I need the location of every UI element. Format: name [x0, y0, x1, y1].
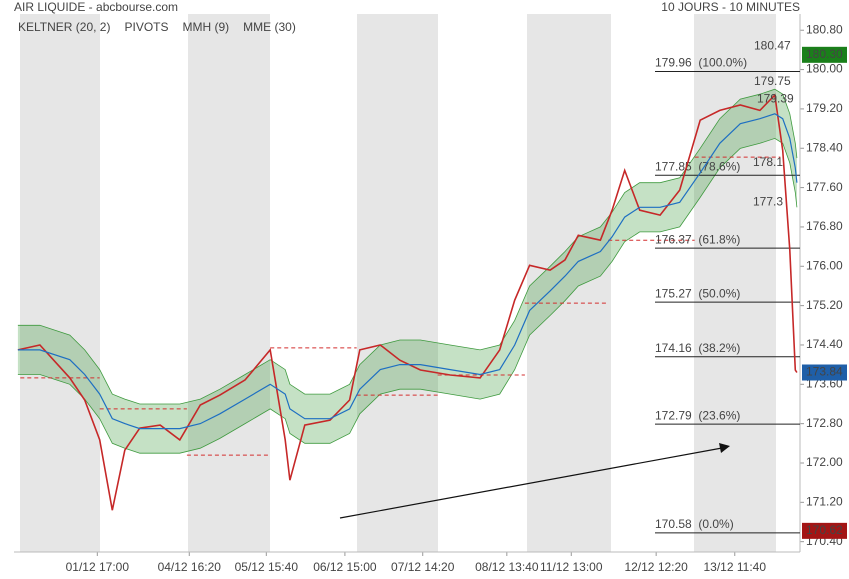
axis-marker-box: [802, 522, 847, 539]
chart-subtitle: 10 JOURS - 10 MINUTES: [661, 0, 800, 14]
fib-label: 170.58 (0.0%): [655, 517, 734, 531]
keltner-lower: [17, 137, 798, 454]
series-line: [17, 113, 798, 430]
price-annotation: 179.39: [757, 92, 794, 106]
x-tick-label: 01/12 17:00: [66, 560, 130, 574]
y-tick-label: 175.20: [806, 298, 843, 312]
keltner-band: [17, 89, 797, 454]
y-tick-label: 176.00: [806, 258, 843, 272]
shade: [20, 14, 100, 552]
x-tick-label: 04/12 16:20: [158, 560, 222, 574]
price-annotation: 178.1: [753, 155, 783, 169]
y-tick-label: 180.80: [806, 22, 843, 36]
x-tick-label: 05/12 15:40: [235, 560, 299, 574]
arrow-head: [719, 443, 730, 453]
session-shading: [20, 14, 776, 552]
chart-title: AIR LIQUIDE - abcbourse.com: [14, 0, 178, 14]
trend-arrow: [339, 447, 723, 519]
y-tick-label: 179.20: [806, 101, 843, 115]
x-tick-label: 11/12 13:00: [540, 560, 603, 574]
series-line: [17, 93, 798, 511]
axis-marker-label: 173.84: [806, 365, 843, 379]
x-tick-label: 12/12 12:20: [624, 560, 688, 574]
x-tick-label: 07/12 14:20: [391, 560, 455, 574]
axis-marker-label: 180.30: [806, 47, 843, 61]
legend-entry: MME (30): [243, 20, 296, 34]
y-tick-label: 172.80: [806, 416, 843, 430]
axis-marker-box: [802, 364, 847, 381]
y-tick-label: 180.00: [806, 62, 843, 76]
fib-label: 176.37 (61.8%): [655, 232, 740, 246]
shade: [188, 14, 270, 552]
shade: [527, 14, 611, 552]
legend-entry: PIVOTS: [124, 20, 168, 34]
fib-label: 172.79 (23.6%): [655, 408, 740, 422]
fib-label: 177.85 (78.6%): [655, 159, 740, 173]
plot: 180.80 180.00 179.20 178.40 177.60 176.80 176.…: [14, 14, 847, 574]
legend-entry: KELTNER (20, 2): [18, 20, 110, 34]
price-annotation: 177.3: [753, 195, 783, 209]
y-tick-label: 178.40: [806, 140, 843, 154]
x-tick-label: 06/12 15:00: [313, 560, 377, 574]
x-tick-label: 13/12 11:40: [704, 560, 767, 574]
shade: [357, 14, 438, 552]
axis-marker-box: [802, 46, 847, 63]
price-annotation: 179.75: [754, 74, 791, 88]
fib-label: 174.16 (38.2%): [655, 341, 740, 355]
fib-label: 175.27 (50.0%): [655, 286, 740, 300]
y-tick-label: 177.60: [806, 180, 843, 194]
x-tick-label: 08/12 13:40: [475, 560, 539, 574]
price-annotation: 180.47: [754, 39, 791, 53]
legend-entry: MMH (9): [183, 20, 230, 34]
keltner-upper: [17, 88, 798, 405]
y-tick-label: 171.20: [806, 495, 843, 509]
fib-label: 179.96 (100.0%): [655, 56, 747, 70]
y-tick-label: 176.80: [806, 219, 843, 233]
y-tick-label: 172.00: [806, 455, 843, 469]
axis-marker-label: 170.62: [806, 523, 843, 537]
y-tick-label: 174.40: [806, 337, 843, 351]
